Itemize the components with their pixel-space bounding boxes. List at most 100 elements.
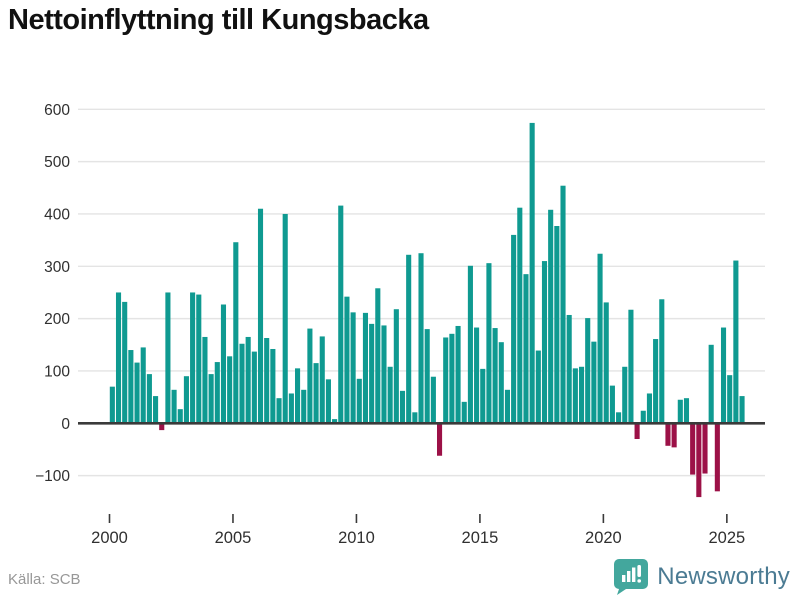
source-label: Källa: SCB — [8, 571, 81, 588]
brand-name: Newsworthy — [657, 562, 790, 590]
x-axis-label-2010: 2010 — [338, 529, 375, 547]
bar-2022q2 — [659, 299, 665, 424]
bar-2001q1 — [134, 362, 140, 424]
y-axis-label-−100: −100 — [35, 468, 70, 485]
bar-2002q3 — [171, 389, 177, 424]
bar-2017q1 — [529, 122, 535, 424]
bar-2004q4 — [227, 356, 233, 424]
bar-2023q4 — [696, 423, 702, 498]
bar-2010q3 — [369, 323, 375, 424]
y-axis-label-100: 100 — [44, 363, 70, 380]
bar-2013q1 — [430, 376, 436, 424]
bar-2021q4 — [646, 393, 652, 424]
x-axis-label-2015: 2015 — [462, 529, 499, 547]
bar-2021q2 — [634, 423, 640, 439]
bar-2012q2 — [412, 412, 418, 424]
bar-2015q3 — [492, 328, 498, 424]
bar-2020q3 — [616, 412, 622, 424]
x-axis-label-2025: 2025 — [708, 529, 745, 547]
bar-2009q2 — [338, 205, 344, 424]
bar-2019q3 — [591, 341, 597, 424]
bar-2004q1 — [208, 374, 214, 424]
bar-2017q4 — [548, 209, 554, 424]
bar-2003q3 — [196, 294, 202, 424]
bar-2016q4 — [523, 274, 529, 424]
bar-2011q2 — [387, 366, 393, 424]
bar-2009q3 — [344, 296, 350, 424]
bar-2007q1 — [282, 213, 288, 424]
bar-2014q1 — [455, 325, 461, 424]
bar-2000q4 — [128, 350, 134, 424]
bar-2011q1 — [381, 325, 387, 424]
bar-2017q2 — [535, 350, 541, 424]
bar-2023q1 — [677, 399, 683, 424]
bar-2019q2 — [585, 318, 591, 424]
bar-2006q4 — [276, 398, 282, 424]
bar-2024q4 — [720, 327, 727, 424]
bar-2014q3 — [467, 265, 473, 424]
bar-2003q4 — [202, 336, 208, 424]
y-axis-label-500: 500 — [44, 154, 70, 171]
x-axis-label-2005: 2005 — [215, 529, 252, 547]
bar-2001q2 — [140, 347, 146, 424]
bar-2017q3 — [541, 261, 548, 424]
bar-2005q4 — [251, 351, 257, 424]
bar-2018q3 — [566, 314, 572, 424]
bar-2014q2 — [461, 401, 467, 424]
bar-2003q1 — [183, 376, 189, 424]
bar-2000q2 — [115, 292, 122, 424]
newsworthy-logo: Newsworthy — [613, 558, 790, 595]
bar-2007q2 — [288, 393, 294, 424]
bar-2019q1 — [578, 366, 585, 424]
bar-2007q4 — [301, 389, 307, 424]
bar-2018q2 — [560, 185, 566, 424]
bar-2021q1 — [628, 309, 634, 424]
bar-2025q3 — [739, 396, 745, 424]
bar-2021q3 — [640, 410, 646, 424]
bar-2008q1 — [307, 328, 313, 424]
newsworthy-bar-chart-bubble-icon — [614, 559, 649, 595]
bar-2012q3 — [418, 253, 424, 424]
bar-2013q3 — [443, 337, 449, 424]
bar-2011q3 — [393, 309, 399, 424]
x-axis-label-2020: 2020 — [585, 529, 622, 547]
bar-2024q1 — [702, 423, 708, 474]
bar-2009q1 — [332, 419, 338, 424]
bar-2006q1 — [257, 208, 264, 424]
bar-2001q3 — [146, 374, 152, 424]
bar-2006q2 — [264, 337, 270, 424]
bar-2024q3 — [714, 423, 720, 492]
chart-title: Nettoinflyttning till Kungsbacka — [8, 4, 429, 36]
y-axis-label-600: 600 — [44, 102, 70, 119]
y-axis-label-400: 400 — [44, 206, 70, 223]
bar-2010q1 — [356, 378, 362, 424]
bar-2020q1 — [603, 302, 609, 424]
bar-2008q2 — [313, 363, 319, 424]
y-axis-label-0: 0 — [61, 416, 70, 433]
bar-2009q4 — [350, 312, 356, 424]
bar-2005q3 — [245, 336, 251, 424]
bar-2020q4 — [622, 366, 628, 424]
bar-2010q2 — [362, 312, 369, 424]
bar-2014q4 — [474, 327, 480, 424]
bar-2015q4 — [498, 342, 504, 424]
bar-2010q4 — [375, 288, 381, 424]
bar-2020q2 — [609, 385, 615, 424]
bar-2000q3 — [122, 301, 128, 424]
chart-footer: Källa: SCB Newsworthy — [0, 552, 800, 600]
bar-2012q1 — [406, 254, 412, 424]
y-axis-label-200: 200 — [44, 311, 70, 328]
bar-2023q2 — [683, 398, 690, 424]
bar-2003q2 — [190, 292, 196, 424]
bar-2007q3 — [295, 368, 301, 424]
bar-2016q3 — [517, 207, 523, 424]
bar-2024q2 — [708, 344, 714, 424]
bar-2004q2 — [214, 362, 220, 424]
bar-2018q4 — [572, 368, 578, 424]
bar-2004q3 — [220, 304, 227, 424]
bar-2006q3 — [270, 348, 276, 424]
bar-2016q2 — [511, 234, 517, 424]
bar-2015q1 — [480, 368, 486, 424]
bar-2019q4 — [597, 253, 603, 424]
bar-2002q4 — [177, 409, 183, 424]
